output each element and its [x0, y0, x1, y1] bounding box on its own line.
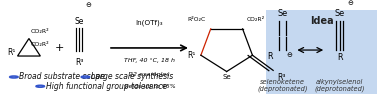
Text: ⊖: ⊖	[347, 0, 353, 6]
Text: +: +	[54, 43, 64, 53]
Text: Se: Se	[335, 9, 345, 18]
Text: High functional group tolerance: High functional group tolerance	[45, 82, 167, 91]
Text: selenoketene
(deprotonated): selenoketene (deprotonated)	[257, 79, 308, 92]
Text: R: R	[337, 53, 342, 62]
Circle shape	[36, 85, 44, 87]
Text: 22 examples: 22 examples	[129, 72, 170, 77]
Text: ⊖: ⊖	[85, 2, 91, 8]
Text: Se: Se	[74, 17, 84, 26]
Text: R³: R³	[277, 73, 285, 82]
Text: Se: Se	[222, 74, 231, 80]
Text: alkynylselenol
(deprotonated): alkynylselenol (deprotonated)	[314, 79, 365, 92]
Text: R: R	[268, 52, 273, 61]
Text: CO₂R²: CO₂R²	[31, 42, 50, 47]
Text: Idea: Idea	[310, 15, 333, 26]
Circle shape	[10, 76, 18, 78]
Text: THF, 40 °C, 18 h: THF, 40 °C, 18 h	[124, 58, 175, 63]
FancyBboxPatch shape	[266, 10, 377, 94]
Text: CO₂R²: CO₂R²	[246, 17, 265, 22]
Text: ⊖: ⊖	[286, 52, 292, 58]
Text: yields up to 95%: yields up to 95%	[123, 84, 176, 89]
Text: CO₂R²: CO₂R²	[31, 29, 50, 34]
Text: R²O₂C: R²O₂C	[187, 17, 205, 22]
Text: In(OTf)₃: In(OTf)₃	[136, 20, 163, 26]
Text: R¹: R¹	[7, 48, 15, 57]
Text: Large scale synthesis: Large scale synthesis	[91, 72, 173, 82]
Text: Broad substrate scope: Broad substrate scope	[19, 72, 105, 82]
Circle shape	[81, 76, 90, 78]
Text: Se: Se	[277, 9, 287, 18]
Text: R¹: R¹	[187, 51, 195, 60]
Text: R³: R³	[75, 58, 83, 67]
